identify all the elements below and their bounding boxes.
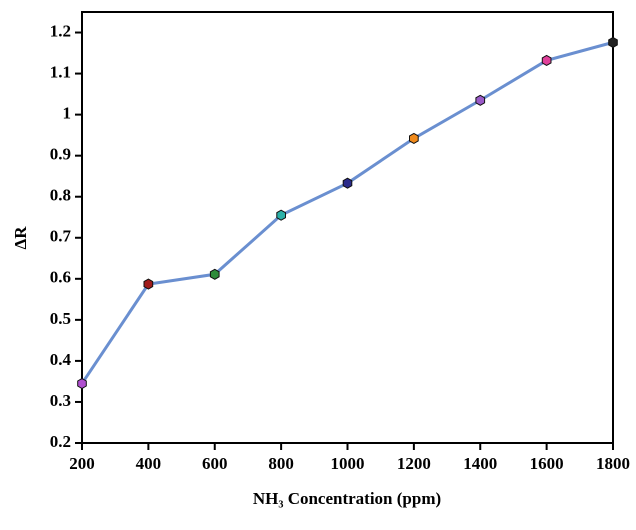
x-tick-label: 800 xyxy=(268,454,294,473)
data-point xyxy=(143,278,154,290)
y-tick-label: 0.8 xyxy=(50,186,71,205)
x-tick-label: 400 xyxy=(136,454,162,473)
x-tick-label: 1600 xyxy=(530,454,564,473)
y-tick-label: 1 xyxy=(63,104,72,123)
x-axis-label: NH₃ Concentration (ppm) xyxy=(253,489,441,508)
data-point xyxy=(475,94,486,106)
data-point xyxy=(409,132,419,144)
data-point xyxy=(209,268,220,280)
x-tick-label: 200 xyxy=(69,454,95,473)
x-tick-label: 1400 xyxy=(463,454,497,473)
y-tick-label: 1.1 xyxy=(50,62,71,81)
y-tick-label: 0.2 xyxy=(50,432,71,451)
x-tick-label: 600 xyxy=(202,454,228,473)
y-tick-label: 0.9 xyxy=(50,145,71,164)
data-point xyxy=(77,377,87,390)
series-line xyxy=(80,40,614,385)
plot-frame xyxy=(81,11,614,444)
y-tick-label: 0.4 xyxy=(50,350,72,369)
y-tick-label: 0.7 xyxy=(50,227,72,246)
data-point xyxy=(608,36,618,48)
x-tick-label: 1200 xyxy=(397,454,431,473)
x-tick-label: 1800 xyxy=(596,454,630,473)
y-tick-label: 0.3 xyxy=(50,391,71,410)
y-tick-label: 1.2 xyxy=(50,21,71,40)
y-tick-label: 0.5 xyxy=(50,309,71,328)
y-tick-label: 0.6 xyxy=(50,268,71,287)
data-point xyxy=(276,209,286,221)
data-point xyxy=(342,177,353,189)
y-axis-label: ΔR xyxy=(11,226,30,250)
x-tick-label: 1000 xyxy=(331,454,365,473)
data-point xyxy=(541,54,552,66)
